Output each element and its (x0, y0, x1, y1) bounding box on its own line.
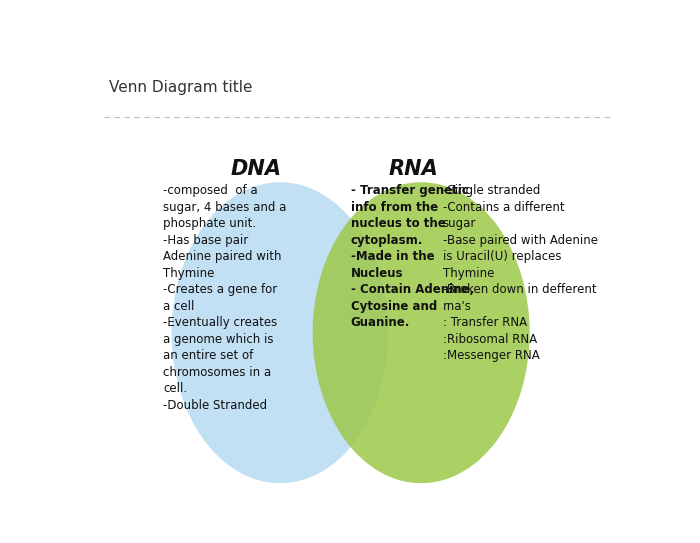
Text: -Single stranded
-Contains a different
sugar
-Base paired with Adenine
is Uracil: -Single stranded -Contains a different s… (443, 184, 598, 362)
Text: RNA: RNA (388, 159, 438, 179)
Text: -composed  of a
sugar, 4 bases and a
phosphate unit.
-Has base pair
Adenine pair: -composed of a sugar, 4 bases and a phos… (163, 184, 287, 412)
Ellipse shape (313, 182, 530, 483)
Ellipse shape (172, 182, 388, 483)
Text: Venn Diagram title: Venn Diagram title (109, 80, 253, 95)
Text: DNA: DNA (230, 159, 281, 179)
Text: - Transfer genetic
info from the
nucleus to the
cytoplasm.
-Made in the
Nucleus
: - Transfer genetic info from the nucleus… (351, 184, 474, 329)
